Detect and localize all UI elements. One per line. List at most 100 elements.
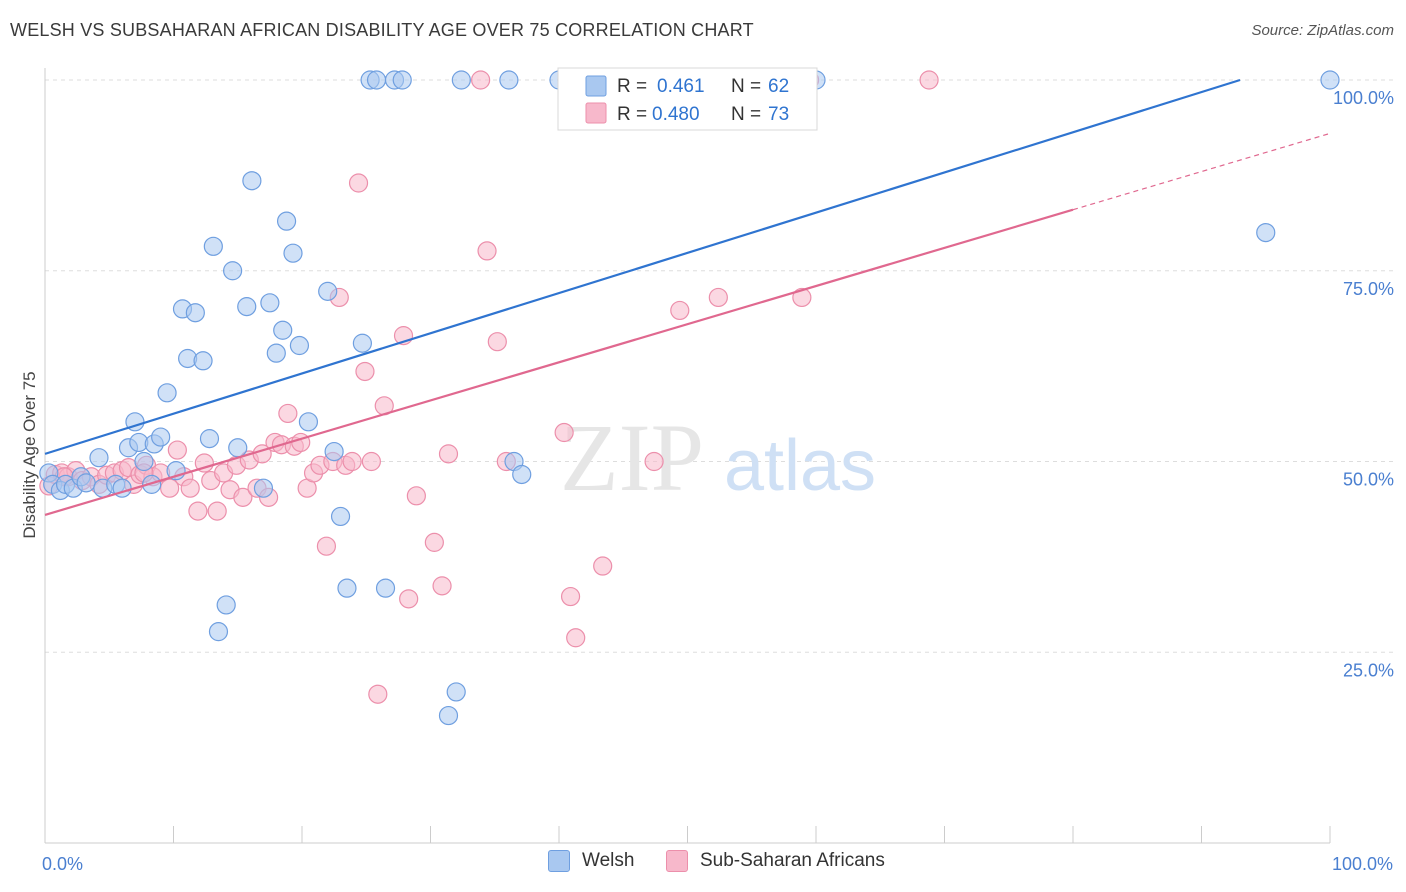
welsh-point xyxy=(324,441,344,462)
welsh-point xyxy=(318,281,338,301)
legend-r-label-welsh: R = xyxy=(617,76,647,97)
ssa-point xyxy=(432,576,452,596)
legend-item-welsh[interactable]: Welsh xyxy=(548,850,634,872)
chart-title: WELSH VS SUBSAHARAN AFRICAN DISABILITY A… xyxy=(10,20,754,40)
ssa-point xyxy=(278,403,298,424)
ssa-point xyxy=(471,70,491,90)
welsh-point xyxy=(446,682,466,702)
ssa-point xyxy=(919,70,939,90)
welsh-point xyxy=(216,595,236,615)
trend-lines xyxy=(44,78,1331,516)
welsh-point xyxy=(1256,223,1276,243)
welsh-point xyxy=(151,427,171,447)
legend-item-ssa[interactable]: Sub-Saharan Africans xyxy=(666,850,885,872)
ssa-point xyxy=(477,241,497,261)
ssa-point xyxy=(348,173,369,193)
welsh-point xyxy=(237,297,257,317)
ssa-point xyxy=(316,536,337,556)
welsh-point xyxy=(337,578,357,598)
ssa-trend-extension xyxy=(1072,132,1331,211)
welsh-point xyxy=(451,70,471,90)
ssa-point xyxy=(167,440,187,460)
y-tick-labels: 25.0% 50.0% 75.0% 100.0% xyxy=(1333,88,1394,680)
welsh-point xyxy=(375,578,396,598)
welsh-point xyxy=(366,70,387,90)
ssa-point xyxy=(180,478,200,498)
ssa-point xyxy=(708,287,728,308)
welsh-point xyxy=(157,383,177,403)
legend-swatch-ssa-bottom xyxy=(666,850,688,872)
legend-n-value-welsh: 62 xyxy=(768,76,789,97)
welsh-trend-line xyxy=(44,78,1241,455)
welsh-point xyxy=(193,351,213,371)
legend-n-label-ssa: N = xyxy=(731,104,761,125)
welsh-point xyxy=(392,70,412,90)
ssa-point xyxy=(593,556,613,576)
ssa-point xyxy=(399,589,419,609)
legend-swatch-welsh xyxy=(585,75,607,97)
welsh-point xyxy=(89,448,109,468)
watermark-atlas: atlas xyxy=(724,426,876,506)
ssa-point xyxy=(355,361,375,382)
source-label: Source: ZipAtlas.com xyxy=(1251,22,1394,39)
y-tick-label: 50.0% xyxy=(1343,470,1394,490)
legend-swatch-ssa xyxy=(585,102,607,124)
y-tick-label: 25.0% xyxy=(1343,660,1394,680)
legend-n-value-ssa: 73 xyxy=(768,104,789,125)
y-tick-label: 100.0% xyxy=(1333,88,1394,108)
ssa-trend-line xyxy=(44,208,1074,516)
welsh-point xyxy=(185,303,205,323)
welsh-point xyxy=(260,293,280,313)
legend-r-label-ssa: R = xyxy=(617,104,647,125)
welsh-point xyxy=(76,473,96,493)
ssa-point xyxy=(368,684,388,704)
ssa-point xyxy=(406,486,426,506)
welsh-point xyxy=(1320,70,1340,90)
ssa-point xyxy=(554,422,574,443)
welsh-point xyxy=(266,343,286,363)
legend-label-welsh: Welsh xyxy=(582,850,635,871)
x-tick-label: 0.0% xyxy=(42,854,83,874)
welsh-point xyxy=(134,451,154,472)
ssa-point xyxy=(342,451,362,472)
ssa-point xyxy=(560,586,581,607)
series-welsh xyxy=(39,70,1340,726)
legend-label-ssa: Sub-Saharan Africans xyxy=(700,850,885,871)
welsh-point xyxy=(199,429,220,449)
welsh-point xyxy=(352,333,372,353)
welsh-point xyxy=(228,438,248,458)
welsh-point xyxy=(242,171,262,191)
bottom-legend: Welsh Sub-Saharan Africans xyxy=(0,850,1406,880)
welsh-point xyxy=(499,70,519,90)
welsh-point xyxy=(253,478,274,498)
welsh-point xyxy=(208,622,229,642)
ssa-point xyxy=(160,478,180,498)
welsh-point xyxy=(283,243,303,263)
welsh-point xyxy=(223,261,243,281)
ssa-point xyxy=(194,453,214,473)
welsh-point xyxy=(330,506,351,527)
welsh-point xyxy=(289,335,310,356)
legend-swatch-welsh-bottom xyxy=(548,850,570,872)
y-tick-label: 75.0% xyxy=(1343,279,1394,299)
welsh-point xyxy=(203,236,223,256)
ssa-point xyxy=(207,501,227,521)
welsh-point xyxy=(273,320,293,340)
welsh-point xyxy=(298,412,319,432)
legend-box: R = 0.461 N = 62 R = 0.480 N = 73 xyxy=(557,67,818,131)
ssa-point xyxy=(438,444,459,464)
ssa-point xyxy=(233,487,253,507)
ssa-point xyxy=(188,501,208,521)
ssa-point xyxy=(424,532,444,552)
ssa-point xyxy=(487,332,507,352)
ssa-point xyxy=(792,287,812,308)
ssa-point xyxy=(566,628,586,648)
legend-r-value-ssa: 0.480 xyxy=(652,104,700,125)
watermark-zip: ZIP xyxy=(560,404,704,511)
x-tick-label: 100.0% xyxy=(1332,854,1393,874)
welsh-point xyxy=(512,464,532,485)
ssa-point xyxy=(644,451,664,472)
x-tick-labels: 0.0% 100.0% xyxy=(42,854,1393,874)
legend-r-value-welsh: 0.461 xyxy=(657,76,705,97)
welsh-point xyxy=(276,211,297,231)
